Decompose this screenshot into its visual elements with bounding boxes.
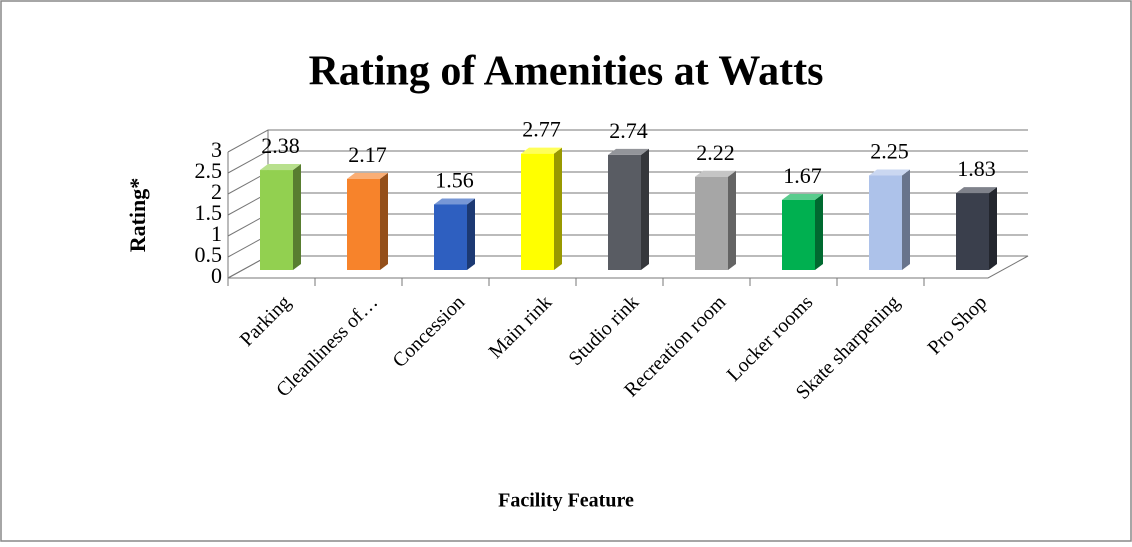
y-tick-label: 1.5 [195,200,223,225]
bar [695,176,728,270]
y-tick-label: 3 [211,137,222,162]
bar-top [347,172,388,179]
chart-title: Rating of Amenities at Watts [309,49,824,95]
bar-top [782,193,823,200]
y-axis-label: Rating* [125,178,150,253]
data-label: 2.25 [870,139,909,164]
data-label: 2.22 [696,140,735,165]
bar [956,193,989,270]
data-label: 1.67 [783,163,822,188]
data-label: 2.17 [348,142,387,167]
data-label: 2.74 [609,118,648,143]
bar-side [902,169,910,270]
bar-top [869,169,910,176]
data-label: 1.56 [435,168,474,193]
y-tick-label: 0 [211,263,222,288]
y-tick-label: 2 [211,179,222,204]
bar-top [434,198,475,205]
bar [869,175,902,270]
bar-side [728,170,736,270]
y-tick-label: 1 [211,221,222,246]
bar-side [467,198,475,270]
y-tick-label: 2.5 [195,158,223,183]
bar [260,170,293,270]
bar [608,154,641,270]
bar-side [293,164,301,270]
bar-top [521,147,562,154]
bar-side [554,147,562,270]
grid-line [227,150,1028,174]
y-tick-label: 0.5 [195,242,223,267]
bar [521,153,554,270]
data-label: 2.77 [522,117,561,142]
bar [347,178,380,270]
data-label: 1.83 [957,156,996,181]
bar-side [380,172,388,270]
bar [434,204,467,270]
grid-line [227,129,1028,153]
bar-side [989,187,997,270]
x-axis-label: Facility Feature [498,490,634,512]
bar-top [695,170,736,177]
bar-side [815,193,823,270]
bar-side [641,148,649,270]
bar-top [608,148,649,155]
bar [782,199,815,270]
data-label: 2.38 [261,133,300,158]
bar-top [260,164,301,171]
bar-top [956,187,997,194]
